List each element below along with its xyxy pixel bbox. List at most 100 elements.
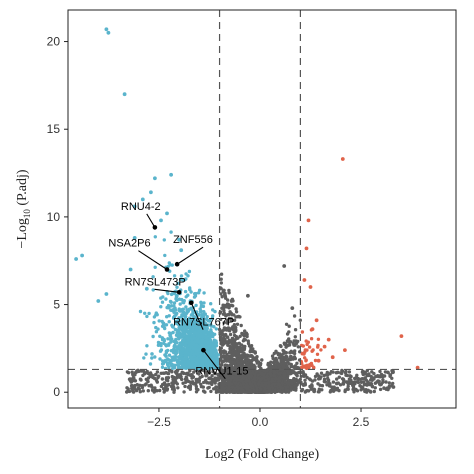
gene-point [227,306,231,310]
gene-point [282,371,287,376]
gene-point [189,313,194,317]
gene-point [293,366,297,371]
gene-point [223,292,227,297]
gene-point [219,317,223,322]
gene-point [237,314,241,319]
gene-point [172,381,176,385]
gene-point [232,330,236,334]
gene-point [214,385,218,389]
gene-point [253,382,257,386]
gene-point [243,329,247,333]
gene-point [153,235,157,239]
gene-point [255,361,259,365]
gene-point [362,383,367,387]
gene-point [208,376,213,381]
gene-point [241,375,245,379]
gene-point [140,384,144,388]
gene-point [347,370,352,374]
gene-point [317,387,321,391]
gene-point [194,384,198,389]
gene-point [292,379,297,383]
gene-point [229,317,233,321]
gene-point [266,363,270,367]
gene-point [298,318,302,322]
gene-point [233,381,238,385]
gene-point [287,324,291,328]
gene-point [178,302,182,306]
gene-point [354,376,359,380]
gene-point [293,335,297,339]
gene-point [181,381,185,385]
gene-point [263,381,267,385]
gene-point [186,385,191,389]
gene-point [222,326,227,330]
gene-point [289,388,293,392]
gene-point [303,373,308,377]
gene-point [262,372,266,377]
gene-point [172,301,177,305]
gene-point [201,389,206,393]
gene-point [320,384,325,388]
gene-point [142,371,147,375]
gene-point [225,382,230,386]
gene-point [266,386,271,390]
gene-point [325,383,329,387]
gene-point [197,313,201,317]
gene-point [272,360,276,364]
gene-point [340,369,345,373]
gene-point [149,383,153,387]
gene-point [214,390,219,394]
gene-point [359,388,363,392]
gene-point [169,384,174,389]
gene-point [213,376,217,380]
gene-point [326,376,330,381]
gene-point [237,341,241,345]
gene-point [164,297,168,301]
gene-point [233,364,237,369]
gene-point [279,355,284,359]
gene-point [287,337,291,341]
gene-point [130,386,134,391]
gene-point [277,376,282,380]
gene-point [366,380,370,384]
gene-point [362,377,367,381]
gene-point [252,388,256,393]
gene-point [158,388,162,393]
gene-point [337,375,341,379]
gene-point [201,385,205,389]
gene-point [322,377,327,381]
gene-point [263,378,267,382]
gene-point [136,386,140,390]
gene-point [182,390,186,394]
gene-point [235,359,239,363]
gene-point [225,320,229,325]
gene-point [234,307,238,311]
gene-point [219,281,223,285]
gene-point [230,345,234,349]
gene-point [182,278,186,282]
gene-point [385,370,390,374]
gene-point [164,386,168,390]
gene-point [209,381,213,385]
gene-point [159,296,163,300]
gene-point [132,378,136,383]
gene-point [138,309,143,314]
gene-point [319,371,324,375]
gene-point [228,363,233,367]
gene-point [143,311,147,315]
gene-point [249,362,254,366]
gene-point [278,385,283,390]
gene-point [331,370,335,374]
gene-point [126,387,130,391]
gene-point [214,327,218,331]
gene-point [230,372,234,376]
gene-point [223,356,227,360]
gene-point [155,380,159,384]
gene-point [384,387,388,391]
gene-point [231,299,235,303]
gene-point [292,314,297,318]
gene-point [255,389,259,393]
gene-point [245,356,249,360]
gene-point [290,382,294,386]
gene-point [275,358,279,363]
